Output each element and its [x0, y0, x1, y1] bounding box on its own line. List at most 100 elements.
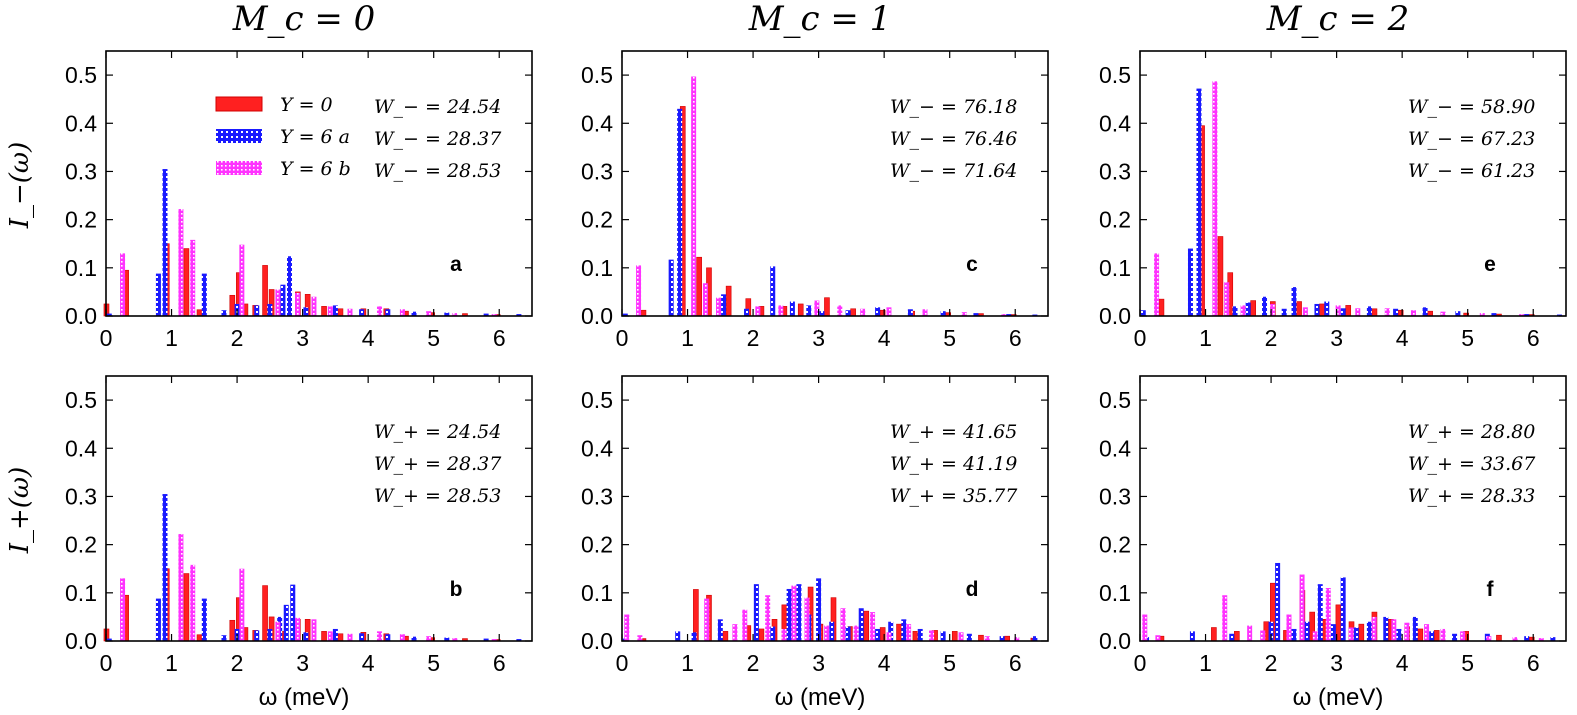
weight-label-e-1: W_− = 67.23 — [1408, 128, 1535, 150]
bar-d-s2-15 — [929, 630, 935, 641]
bar-c-s1-10 — [875, 307, 881, 316]
weight-label-e-0: W_− = 58.90 — [1408, 96, 1535, 118]
bar-a-s0-3 — [183, 248, 190, 317]
bar-a-s1-8 — [280, 284, 286, 316]
bar-c-s0-0 — [640, 309, 647, 317]
bar-d-s1-13 — [875, 628, 881, 641]
bar-f-s1-9 — [1340, 577, 1346, 641]
ytick-label-a-2: 0.2 — [65, 207, 97, 233]
xtick-label-a-1: 1 — [165, 325, 178, 351]
bar-b-s2-6 — [311, 619, 317, 641]
xtick-label-b-2: 2 — [231, 650, 244, 676]
bar-b-s2-10 — [399, 634, 405, 641]
bar-a-s2-4 — [275, 289, 281, 316]
xtick-label-e-1: 1 — [1199, 325, 1212, 351]
bar-f-s2-7 — [1312, 631, 1318, 641]
bar-f-s1-4 — [1275, 562, 1281, 641]
panel-f: 0.0 0.1 0.2 0.3 0.4 0.5 0 1 2 3 4 5 6 f W_+ = 28.80 W_+… — [1099, 375, 1567, 676]
bar-a-s1-13 — [385, 309, 391, 316]
bar-a-s2-2 — [190, 239, 196, 316]
bar-d-s1-7 — [796, 584, 802, 641]
bar-d-s0-5 — [758, 628, 765, 642]
bar-f-s2-12 — [1404, 622, 1410, 641]
bar-c-s1-7 — [806, 305, 812, 316]
ytick-label-b-3: 0.3 — [65, 483, 97, 509]
ytick-label-b-1: 0.1 — [65, 580, 97, 606]
ytick-label-c-5: 0.5 — [581, 62, 613, 88]
bar-e-s1-16 — [1524, 314, 1530, 316]
panel-letter-e: e — [1484, 253, 1496, 276]
bar-e-s1-15 — [1491, 313, 1497, 316]
bar-e-s2-2 — [1224, 282, 1230, 316]
plot-frame-b — [105, 375, 533, 642]
ytick-label-c-4: 0.4 — [581, 110, 613, 136]
xtick-label-c-5: 5 — [943, 325, 956, 351]
ytick-label-b-0: 0.0 — [65, 628, 97, 654]
bar-b-s1-9 — [283, 604, 289, 641]
bar-a-s0-5 — [229, 294, 236, 317]
bar-f-s2-17 — [1512, 637, 1518, 641]
bar-f-s2-9 — [1348, 627, 1354, 641]
ytick-label-d-1: 0.1 — [581, 580, 613, 606]
bar-e-s1-12 — [1393, 308, 1399, 316]
bar-c-s2-1 — [691, 76, 697, 316]
xtick-label-b-1: 1 — [165, 650, 178, 676]
bar-a-s1-15 — [444, 312, 450, 316]
bar-f-s1-18 — [1524, 636, 1530, 641]
bar-b-s1-0 — [106, 638, 112, 641]
bar-b-s0-5 — [229, 619, 236, 642]
weight-label-b-0: W_+ = 24.54 — [374, 421, 501, 443]
bar-f-s2-5 — [1286, 614, 1292, 641]
bar-f-s1-8 — [1330, 624, 1336, 641]
bar-f-s1-16 — [1452, 633, 1458, 641]
bar-f-s2-18 — [1538, 638, 1544, 641]
ytick-label-c-3: 0.3 — [581, 158, 613, 184]
bar-c-s0-8 — [797, 303, 804, 317]
bar-b-s1-10 — [290, 584, 296, 641]
legend-label-y6b: Y = 6 b — [280, 158, 351, 180]
bar-b-s2-4 — [275, 621, 281, 641]
bar-f-s1-13 — [1396, 628, 1402, 641]
bar-f-s2-13 — [1424, 624, 1430, 641]
bar-a-s1-17 — [516, 314, 522, 316]
plot-frame-f — [1139, 375, 1567, 642]
bar-a-s1-14 — [411, 311, 417, 316]
bar-d-s1-4 — [753, 584, 759, 641]
bar-e-s0-8 — [1345, 305, 1352, 317]
bar-c-s2-3 — [716, 297, 722, 316]
bar-b-s2-11 — [426, 636, 432, 641]
bar-c-s2-2 — [702, 283, 708, 316]
bar-b-s1-4 — [221, 635, 227, 641]
bar-e-s1-10 — [1340, 308, 1346, 316]
bar-f-s1-3 — [1268, 621, 1274, 641]
ytick-label-f-2: 0.2 — [1099, 532, 1131, 558]
ytick-label-a-3: 0.3 — [65, 158, 97, 184]
bar-c-s2-9 — [886, 307, 892, 316]
bar-c-s1-4 — [744, 308, 750, 316]
bar-e-s1-13 — [1422, 307, 1428, 316]
bar-c-s2-4 — [755, 306, 761, 316]
bar-f-s1-11 — [1366, 621, 1372, 641]
bar-e-s2-7 — [1355, 308, 1361, 316]
ytick-label-d-3: 0.3 — [581, 483, 613, 509]
bar-e-s2-3 — [1240, 305, 1246, 316]
xtick-label-c-2: 2 — [747, 325, 760, 351]
bar-c-s1-3 — [721, 294, 727, 316]
xtick-label-f-4: 4 — [1396, 650, 1409, 676]
bar-f-s2-0 — [1142, 614, 1148, 641]
legend-swatch-y0 — [215, 96, 263, 112]
bar-e-s0-7 — [1319, 303, 1325, 317]
bar-e-s0-4 — [1250, 300, 1256, 317]
bar-a-s1-0 — [106, 313, 112, 316]
legend: Y = 0 Y = 6 a Y = 6 b — [215, 94, 351, 180]
bar-b-s1-17 — [483, 638, 489, 641]
bar-f-s1-15 — [1429, 631, 1435, 641]
bar-d-s1-11 — [845, 626, 851, 641]
legend-label-y0: Y = 0 — [280, 94, 333, 116]
bar-d-s2-3 — [732, 624, 738, 641]
plot-frame-c — [621, 50, 1049, 317]
bar-e-s2-6 — [1335, 305, 1341, 316]
bar-c-s2-0 — [636, 265, 642, 316]
xtick-label-c-3: 3 — [812, 325, 825, 351]
